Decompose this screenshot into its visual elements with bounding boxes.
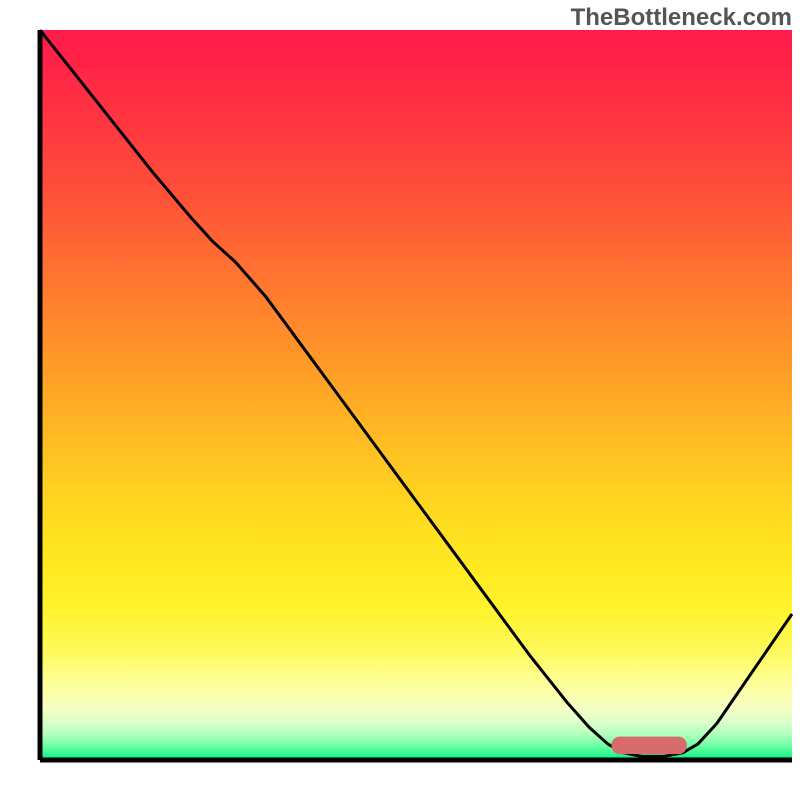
bottleneck-chart [0,0,800,800]
chart-container: TheBottleneck.com [0,0,800,800]
optimal-range-marker [612,737,687,755]
plot-background [40,30,792,760]
